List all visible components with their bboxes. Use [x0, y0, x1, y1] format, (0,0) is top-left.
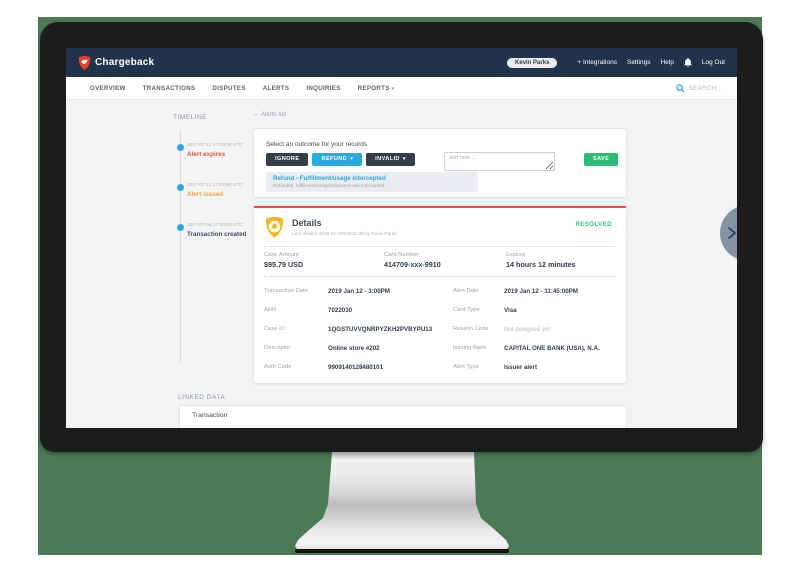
monitor-bezel: Chargeback Kevin Parks + Integrations Se… — [40, 22, 763, 452]
next-button[interactable] — [720, 205, 737, 261]
selected-outcome-title: Refund - Fulfillment/usage intercepted — [273, 175, 386, 182]
details-row: Auth Code 9909140128480101 Alert Type Is… — [264, 364, 538, 371]
status-badge: RESOLVED — [575, 222, 612, 228]
outcome-prompt: Select an outcome for your records — [266, 141, 368, 148]
outcome-buttons: IGNORE REFUND ▾ INVALID ▾ — [266, 153, 415, 166]
chevron-down-icon: ▾ — [391, 85, 395, 92]
summary-label: Card Number — [384, 252, 419, 258]
timeline-event-transaction-created[interactable]: 2017-07-04 17:00:00 UTC Transaction crea… — [170, 220, 255, 244]
integrations-link[interactable]: + Integrations — [577, 59, 617, 66]
chevron-right-icon — [728, 227, 736, 239]
expires-value: 14 hours 12 minutes — [506, 260, 576, 269]
search-control[interactable]: SEARCH... — [676, 83, 723, 93]
timeline-timestamp: 2017-07-12 17:09:48 UTC — [187, 143, 243, 148]
nav-item-disputes[interactable]: DISPUTES — [212, 84, 246, 92]
chevron-down-icon: ▾ — [402, 156, 406, 162]
divider — [264, 276, 616, 277]
linked-transaction-row[interactable]: Transaction — [180, 406, 626, 426]
details-last-viewed: Last Viewed 2019-01-23T19:31:36 by Kevin… — [292, 231, 397, 236]
selected-outcome[interactable]: Refund - Fulfillment/usage intercepted R… — [266, 172, 478, 192]
details-row: Case ID 1QGSTUVVQNRPYZKH2PVBYPU13 Reason… — [264, 326, 551, 333]
divider — [264, 246, 616, 247]
back-arrow-icon: ← — [253, 111, 260, 118]
case-amount-value: $95.79 USD — [264, 260, 304, 269]
timeline-label: Alert issued — [187, 191, 224, 198]
nav-item-transactions[interactable]: TRANSACTIONS — [142, 84, 196, 92]
refund-button[interactable]: REFUND ▾ — [312, 153, 363, 166]
notifications-button[interactable] — [683, 58, 692, 67]
note-input[interactable] — [444, 152, 555, 171]
timeline-timestamp: 2017-07-04 17:00:00 UTC — [187, 223, 243, 228]
chevron-down-icon: ▾ — [350, 156, 354, 162]
main-nav: OVERVIEW TRANSACTIONS DISPUTES ALERTS IN… — [66, 77, 737, 100]
brand-name: Chargeback — [95, 57, 155, 68]
search-label: SEARCH... — [688, 84, 723, 92]
save-button[interactable]: SAVE — [584, 153, 619, 166]
nav-item-alerts[interactable]: ALERTS — [262, 84, 290, 92]
details-card: Details Last Viewed 2019-01-23T19:31:36 … — [253, 206, 627, 384]
chargeback-shield-icon — [78, 55, 91, 70]
bell-icon — [683, 58, 692, 67]
timeline-timestamp: 2017-07-11 17:09:48 UTC — [187, 183, 243, 188]
selected-outcome-description: Refunded, fulfillment/usage/shipment was… — [273, 183, 386, 188]
timeline-label: Transaction created — [187, 231, 247, 238]
monitor-screen: Chargeback Kevin Parks + Integrations Se… — [66, 48, 737, 428]
summary-label: Case Amount — [264, 252, 299, 258]
linked-data-title: LINKED DATA — [178, 394, 226, 401]
monitor-stand-shadow — [295, 549, 509, 553]
timeline-label: Alert expires — [187, 151, 226, 158]
details-row: Descriptor Online store #202 Issuing Ban… — [264, 345, 600, 352]
details-title: Details — [292, 218, 322, 228]
brand-logo: Chargeback — [78, 55, 155, 70]
timeline-event-alert-expires[interactable]: 2017-07-12 17:09:48 UTC Alert expires — [170, 140, 255, 164]
settings-link[interactable]: Settings — [626, 59, 651, 66]
logout-link[interactable]: Log Out — [701, 59, 725, 66]
outcome-card: Select an outcome for your records IGNOR… — [253, 128, 627, 198]
card-number-value: 414709-xxx-9910 — [384, 260, 441, 269]
nav-item-overview[interactable]: OVERVIEW — [90, 84, 126, 92]
nav-item-inquiries[interactable]: INQUIRIES — [306, 84, 341, 92]
invalid-button[interactable]: INVALID ▾ — [366, 153, 415, 166]
search-icon — [676, 83, 686, 93]
app-header: Chargeback Kevin Parks + Integrations Se… — [66, 48, 737, 77]
timeline-dot — [177, 144, 184, 151]
summary-label: Expires — [506, 252, 526, 258]
alert-shield-icon — [266, 217, 283, 238]
details-row: ARN 7022030 Card Type Visa — [264, 307, 517, 314]
ignore-button[interactable]: IGNORE — [266, 153, 309, 166]
details-row: Transaction Date 2019 Jan 12 - 3:00PM Al… — [264, 288, 578, 295]
linked-data-card: Transaction — [179, 405, 627, 428]
content-area: TIMELINE 2017-07-12 17:09:48 UTC Alert e… — [66, 100, 737, 428]
nav-item-reports[interactable]: REPORTS ▾ — [357, 84, 395, 92]
timeline-dot — [177, 224, 184, 231]
timeline-dot — [177, 184, 184, 191]
back-to-alerts-link[interactable]: ← Alerts list — [253, 111, 287, 118]
timeline-event-alert-issued[interactable]: 2017-07-11 17:09:48 UTC Alert issued — [170, 180, 255, 204]
timeline-title: TIMELINE — [173, 114, 207, 121]
timeline-line — [180, 130, 181, 362]
help-link[interactable]: Help — [660, 59, 674, 66]
user-menu-button[interactable]: Kevin Parks — [507, 57, 558, 68]
